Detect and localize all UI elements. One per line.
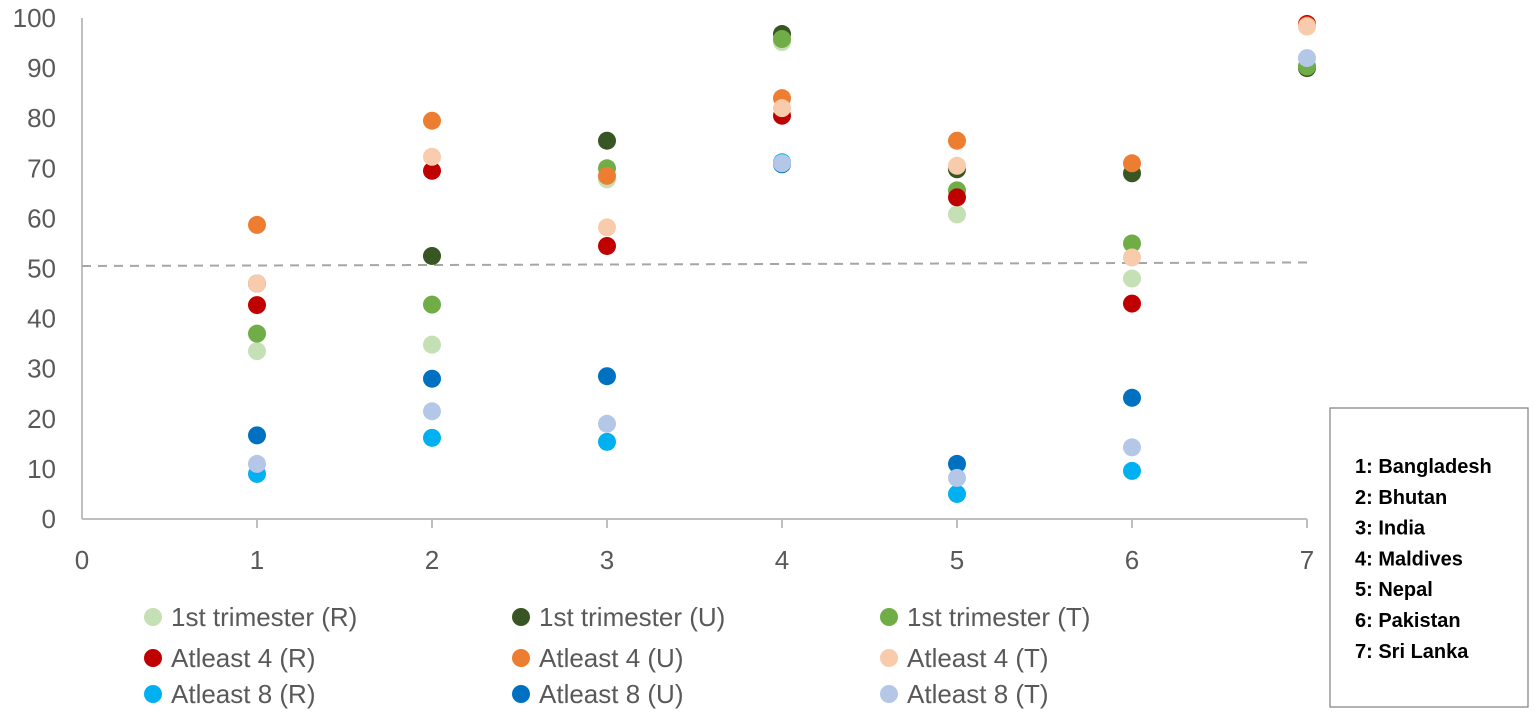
legend-label: Atleast 8 (U) bbox=[539, 679, 684, 709]
x-tick-label: 0 bbox=[75, 545, 89, 575]
point-atleast-4-u bbox=[948, 131, 966, 150]
y-tick-label: 20 bbox=[27, 404, 56, 434]
country-key-lines: 1: Bangladesh 2: Bhutan 3: India 4: Maldive… bbox=[1355, 456, 1492, 663]
legend-label: 1st trimester (U) bbox=[539, 602, 725, 632]
legend-marker bbox=[512, 608, 530, 626]
legend-label: Atleast 4 (R) bbox=[171, 643, 316, 673]
point-atleast-4-u bbox=[423, 111, 441, 130]
x-tick-label: 1 bbox=[250, 545, 264, 575]
point-atleast-8-u bbox=[423, 369, 441, 388]
point-atleast-8-t bbox=[773, 154, 791, 173]
y-tick-label: 80 bbox=[27, 103, 56, 133]
country-key-line: 3: India bbox=[1355, 518, 1426, 540]
country-key-line: 7: Sri Lanka bbox=[1355, 641, 1469, 663]
point-atleast-8-u bbox=[598, 367, 616, 386]
legend-label: 1st trimester (T) bbox=[907, 602, 1090, 632]
y-tick-label: 100 bbox=[13, 3, 56, 33]
legend-label: Atleast 8 (T) bbox=[907, 679, 1049, 709]
country-key-line: 1: Bangladesh bbox=[1355, 456, 1492, 478]
point-atleast-8-u bbox=[248, 426, 266, 445]
legend-marker bbox=[144, 685, 162, 703]
legend-marker bbox=[880, 685, 898, 703]
x-tick-label: 6 bbox=[1125, 545, 1139, 575]
y-tick-label: 0 bbox=[42, 504, 56, 534]
legend-label: 1st trimester (R) bbox=[171, 602, 357, 632]
country-key-line: 5: Nepal bbox=[1355, 579, 1433, 601]
y-tick-label: 70 bbox=[27, 153, 56, 183]
point-atleast-4-r bbox=[598, 236, 616, 255]
legend: 1st trimester (R) 1st trimester (U) 1st tr… bbox=[144, 602, 1090, 709]
point-1st-trimester-t bbox=[248, 324, 266, 343]
point-atleast-8-u bbox=[948, 454, 966, 473]
legend-marker bbox=[144, 608, 162, 626]
point-1st-trimester-u bbox=[423, 246, 441, 265]
point-atleast-4-u bbox=[248, 215, 266, 234]
data-points bbox=[248, 15, 1316, 503]
point-atleast-4-r bbox=[248, 296, 266, 315]
point-atleast-4-t bbox=[423, 147, 441, 166]
point-atleast-8-r bbox=[423, 428, 441, 447]
point-1st-trimester-t bbox=[423, 295, 441, 314]
point-atleast-8-t bbox=[248, 454, 266, 473]
point-atleast-8-u bbox=[1123, 388, 1141, 407]
legend-label: Atleast 8 (R) bbox=[171, 679, 316, 709]
point-atleast-4-t bbox=[1123, 248, 1141, 267]
point-atleast-4-r bbox=[423, 161, 441, 180]
point-atleast-4-t bbox=[248, 274, 266, 293]
point-atleast-8-t bbox=[1298, 49, 1316, 68]
y-tick-label: 90 bbox=[27, 53, 56, 83]
legend-marker bbox=[144, 649, 162, 667]
point-1st-trimester-t bbox=[1123, 234, 1141, 253]
point-atleast-8-r bbox=[1123, 461, 1141, 480]
x-tick-label: 7 bbox=[1300, 545, 1314, 575]
legend-label: Atleast 4 (T) bbox=[907, 643, 1049, 673]
point-1st-trimester-u bbox=[598, 131, 616, 150]
point-atleast-8-t bbox=[423, 402, 441, 421]
y-tick-label: 40 bbox=[27, 304, 56, 334]
point-atleast-4-t bbox=[773, 99, 791, 118]
point-atleast-4-t bbox=[598, 218, 616, 237]
country-key-frame bbox=[1329, 407, 1529, 708]
point-1st-trimester-r bbox=[948, 205, 966, 224]
country-key-line: 2: Bhutan bbox=[1355, 487, 1447, 509]
legend-marker bbox=[512, 685, 530, 703]
point-atleast-8-t bbox=[598, 414, 616, 433]
y-tick-label: 10 bbox=[27, 454, 56, 484]
y-tick-label: 60 bbox=[27, 203, 56, 233]
legend-marker bbox=[880, 608, 898, 626]
point-atleast-4-r bbox=[1123, 294, 1141, 313]
legend-marker bbox=[880, 649, 898, 667]
point-atleast-4-u bbox=[1123, 154, 1141, 173]
point-atleast-8-t bbox=[1123, 438, 1141, 457]
reference-dashed-line bbox=[81, 261, 1308, 267]
point-atleast-4-u bbox=[598, 166, 616, 185]
point-1st-trimester-t bbox=[773, 30, 791, 49]
legend-marker bbox=[512, 649, 530, 667]
point-atleast-8-r bbox=[948, 484, 966, 503]
y-tick-label: 30 bbox=[27, 354, 56, 384]
x-tick-label: 2 bbox=[425, 545, 439, 575]
point-1st-trimester-r bbox=[423, 335, 441, 354]
y-tick-label: 50 bbox=[27, 254, 56, 284]
point-atleast-4-t bbox=[948, 156, 966, 175]
point-1st-trimester-r bbox=[248, 342, 266, 361]
legend-label: Atleast 4 (U) bbox=[539, 643, 684, 673]
point-atleast-8-r bbox=[598, 432, 616, 451]
x-tick-label: 4 bbox=[775, 545, 789, 575]
country-key-box: 1: Bangladesh 2: Bhutan 3: India 4: Maldive… bbox=[1329, 407, 1529, 708]
country-key-line: 6: Pakistan bbox=[1355, 610, 1461, 632]
point-1st-trimester-r bbox=[1123, 269, 1141, 288]
country-key-line: 4: Maldives bbox=[1355, 548, 1463, 570]
point-atleast-4-t bbox=[1298, 17, 1316, 36]
x-tick-label: 5 bbox=[950, 545, 964, 575]
point-atleast-4-r bbox=[948, 188, 966, 207]
x-tick-label: 3 bbox=[600, 545, 614, 575]
point-atleast-8-t bbox=[948, 468, 966, 487]
